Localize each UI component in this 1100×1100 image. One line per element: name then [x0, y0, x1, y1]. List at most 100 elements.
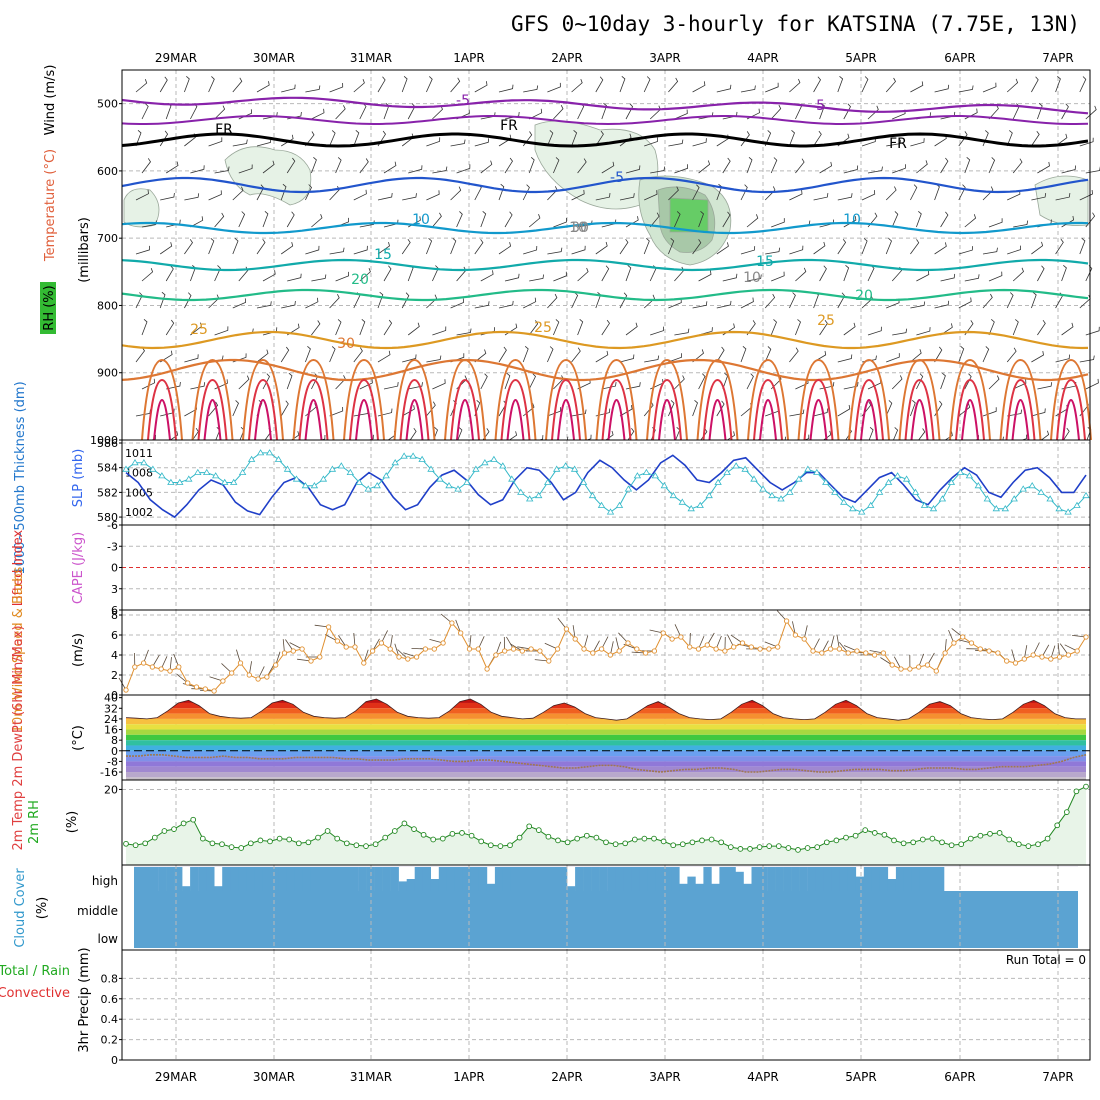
slp-point — [624, 485, 633, 492]
rh-point — [987, 830, 993, 837]
wind-barb — [813, 193, 829, 201]
cloud-high-bar — [767, 867, 776, 891]
slp-point — [1028, 482, 1036, 489]
wind-barb — [571, 78, 583, 93]
wind-barb — [190, 382, 206, 390]
wind-barb — [359, 318, 366, 336]
slp-point — [274, 455, 283, 462]
wind-barb — [958, 184, 966, 201]
slp-point — [301, 482, 310, 489]
wind-barb — [764, 130, 772, 147]
rh-point — [795, 847, 801, 853]
wind-barb — [280, 134, 294, 147]
rh-legend-box — [40, 282, 56, 334]
wind-barb — [280, 400, 289, 417]
wind-barb — [668, 77, 679, 93]
wind-barb — [311, 320, 321, 336]
wind-barb — [456, 328, 472, 336]
isotherm-arch — [545, 358, 587, 441]
wind-barb — [553, 271, 567, 282]
slp-point — [1046, 495, 1054, 502]
rh-point — [161, 828, 168, 834]
wind-speed-point — [880, 650, 887, 656]
slp-point — [705, 491, 713, 499]
slp-point — [517, 488, 525, 495]
cloud-high-bar — [863, 867, 873, 891]
wind-barb — [311, 214, 323, 228]
slp-point — [597, 501, 606, 508]
isotherm-label: 10 — [569, 220, 587, 236]
wind-barb — [740, 246, 756, 255]
wind-barb — [789, 245, 804, 255]
wind-barb — [402, 405, 415, 417]
wind-barb — [553, 157, 560, 174]
cloud-high-bar — [166, 867, 175, 891]
wind-barb — [601, 319, 610, 336]
isotherm-label: -5 — [456, 93, 470, 109]
wind-barb — [643, 238, 650, 255]
slp-point — [579, 478, 588, 485]
wind-speed-point — [651, 648, 658, 654]
cloud-high-bar — [494, 867, 504, 891]
cloud-high-bar — [150, 867, 159, 891]
wind-speed-point — [625, 640, 631, 646]
wind-barb — [353, 245, 368, 255]
thickness-series-line — [125, 454, 1087, 519]
rh-point — [564, 839, 571, 846]
slp-point — [687, 505, 695, 512]
wind-speed-point — [713, 646, 719, 652]
rh-point — [363, 843, 369, 849]
slp-point — [454, 485, 462, 492]
wind-barb — [601, 265, 610, 282]
wind-barb — [601, 102, 608, 120]
rh-point — [910, 839, 917, 846]
cloud-high-bar — [631, 867, 640, 891]
cloud-high-bar — [278, 867, 287, 891]
slp-point — [220, 478, 229, 485]
thickness-tick-label: 582 — [97, 486, 118, 499]
isotherm-label: 10 — [843, 212, 861, 228]
cloud-high-bar — [334, 867, 343, 891]
wind-barb — [401, 292, 410, 309]
wind-barb — [426, 238, 433, 255]
isotherm-arch — [759, 398, 777, 441]
lifted-index-tick-label: 6 — [111, 604, 118, 617]
wind-barb — [256, 238, 266, 255]
slp-point — [140, 459, 148, 466]
top-date-label: 4APR — [747, 51, 778, 65]
slp-point — [283, 465, 292, 472]
wind-barb — [958, 246, 973, 255]
isotherm-arch — [254, 398, 272, 441]
wind-barb — [668, 186, 679, 201]
wind-barb — [722, 157, 731, 174]
wind-barb — [837, 75, 844, 93]
wind-barb — [1031, 291, 1037, 309]
slp-point — [1001, 505, 1010, 512]
wind-barb — [789, 78, 801, 93]
wind-barb — [1079, 189, 1093, 201]
rh-point — [612, 841, 619, 848]
wind-barb — [335, 105, 346, 120]
slp-point — [570, 465, 579, 472]
wind-barb — [305, 85, 321, 93]
wind-speed-point — [916, 664, 922, 670]
wind-speed-point — [264, 674, 270, 680]
wind-speed-point — [431, 646, 437, 652]
temp-unit-label: (°C) — [71, 725, 86, 751]
wind-barb — [166, 381, 181, 390]
cloud-high-bar — [575, 867, 584, 891]
wind-barb — [650, 166, 666, 174]
cloud-high-bar — [783, 867, 792, 891]
wind-barb — [958, 403, 971, 417]
wind-barb — [716, 400, 725, 417]
thickness-tick-label: 586 — [97, 437, 118, 450]
lifted-index-tick-label: 3 — [111, 583, 118, 596]
wind-barb — [456, 211, 463, 228]
cloud-high-bar — [470, 867, 480, 891]
wind-speed-point — [977, 646, 983, 652]
cloud-low-mid-block — [134, 891, 1078, 948]
cloud-high-bar — [350, 867, 359, 891]
wind-speed-point — [229, 670, 235, 676]
wind-barb — [934, 242, 947, 255]
wind-speed-point — [775, 644, 781, 650]
